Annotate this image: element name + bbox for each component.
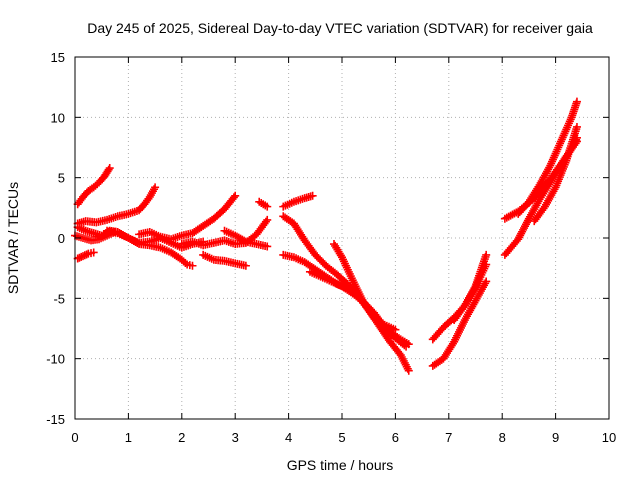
x-tick-label: 8 (499, 430, 506, 445)
data-point (402, 342, 411, 351)
data-point (89, 248, 98, 257)
data-point (482, 277, 491, 286)
y-tick-label: 15 (51, 50, 65, 65)
x-axis-title: GPS time / hours (287, 457, 394, 473)
x-tick-label: 2 (178, 430, 185, 445)
data-point (181, 258, 190, 267)
x-tick-label: 9 (552, 430, 559, 445)
axis-ticks: 0 1 2 3 4 5 6 7 8 9 10 15 10 5 0 -5 -10 -15 (46, 50, 616, 445)
data-point (482, 250, 491, 259)
data-point (133, 239, 142, 248)
data-point (400, 341, 409, 350)
data-point (240, 236, 249, 245)
data-point (229, 193, 238, 202)
y-tick-label: -15 (46, 412, 65, 427)
chart-title: Day 245 of 2025, Sidereal Day-to-day VTE… (87, 20, 593, 36)
data-point (263, 215, 272, 224)
data-point (241, 261, 250, 270)
x-tick-label: 7 (445, 430, 452, 445)
data-point (391, 325, 400, 334)
data-point (188, 261, 197, 270)
data-point (75, 253, 84, 262)
x-tick-label: 1 (125, 430, 132, 445)
data-point (572, 122, 581, 131)
x-tick-label: 5 (338, 430, 345, 445)
x-tick-label: 6 (392, 430, 399, 445)
data-point (104, 165, 113, 174)
data-points (71, 97, 581, 375)
data-point (79, 252, 88, 261)
data-point (82, 250, 91, 259)
data-point (308, 191, 317, 200)
x-tick-label: 3 (232, 430, 239, 445)
data-point (261, 217, 270, 226)
y-tick-label: -5 (53, 291, 65, 306)
y-tick-label: -10 (46, 352, 65, 367)
y-tick-label: 10 (51, 110, 65, 125)
x-tick-label: 0 (71, 430, 78, 445)
data-point (105, 164, 114, 173)
x-tick-label: 4 (285, 430, 292, 445)
y-tick-label: 0 (58, 231, 65, 246)
x-tick-label: 10 (602, 430, 616, 445)
data-point (263, 242, 272, 251)
data-point (263, 202, 272, 211)
data-point (572, 97, 581, 106)
y-axis-title: SDTVAR / TECUs (5, 182, 21, 294)
data-point (404, 366, 413, 375)
data-point (80, 251, 89, 260)
data-point (77, 252, 86, 261)
y-tick-label: 5 (58, 171, 65, 186)
data-point (231, 191, 240, 200)
data-point (151, 183, 160, 192)
